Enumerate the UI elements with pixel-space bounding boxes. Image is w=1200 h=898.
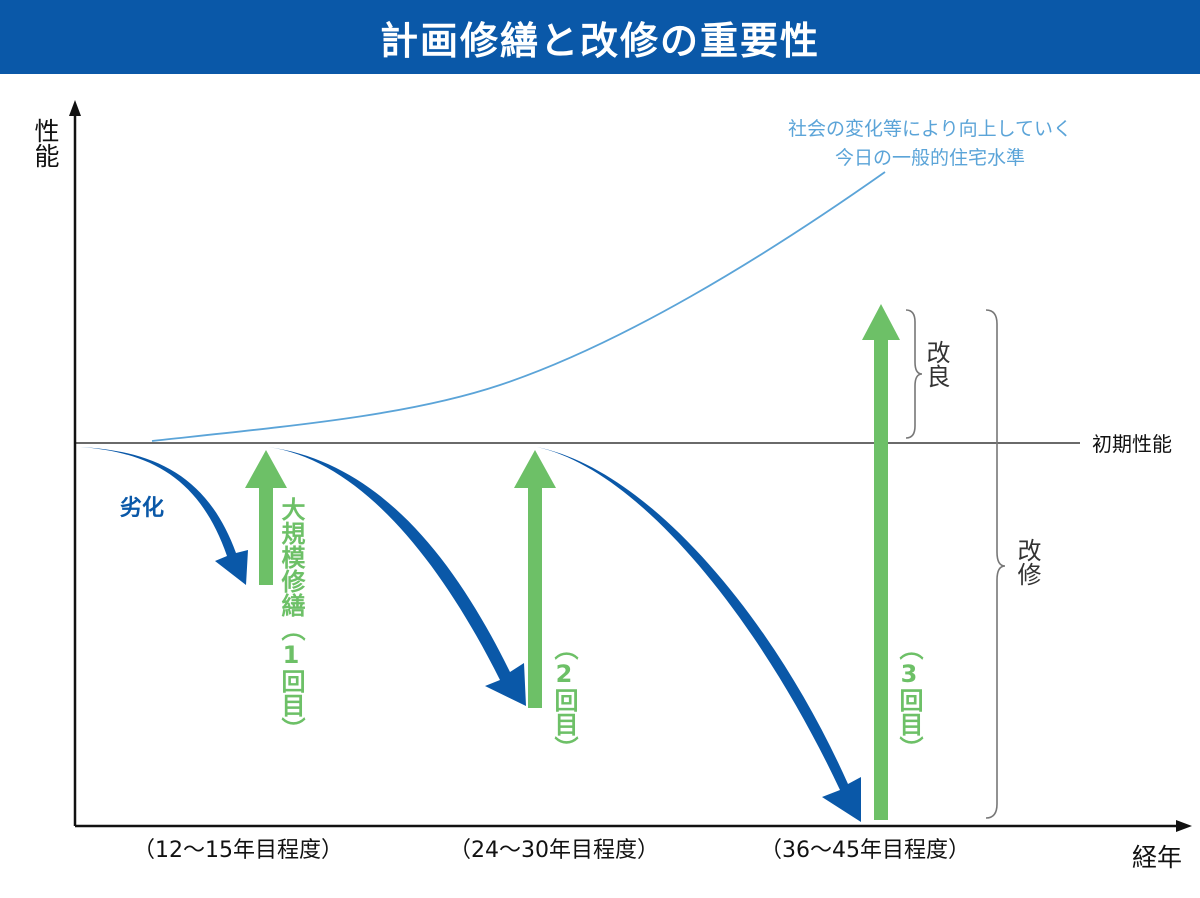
improvement-brace — [905, 309, 923, 439]
degradation-arrow-3 — [537, 447, 861, 822]
x-axis-label: 経年 — [1132, 843, 1183, 872]
repair-label-1: 大規模修繕（1回目） — [277, 497, 305, 741]
x-tick-label-2: （24～30年目程度） — [449, 838, 659, 863]
repair-label-3: （3回目） — [895, 636, 923, 760]
y-axis-label: 性能 — [31, 118, 60, 168]
initial-performance-label: 初期性能 — [1092, 432, 1172, 456]
degradation-label: 劣化 — [120, 496, 165, 521]
repair-arrow-1 — [245, 450, 287, 585]
page-title: 計画修繕と改修の重要性 — [0, 0, 1200, 74]
y-axis-arrowhead — [69, 100, 81, 116]
repair-arrow-2 — [514, 450, 556, 708]
renovation-brace — [985, 309, 1006, 819]
renovation-label: 改修 — [1013, 538, 1041, 586]
society-curve-label-line2: 今日の一般的住宅水準 — [834, 147, 1025, 169]
degradation-arrow-2 — [268, 447, 526, 706]
x-tick-label-1: （12～15年目程度） — [133, 838, 343, 863]
x-tick-label-3: （36～45年目程度） — [760, 838, 970, 863]
improvement-label: 改良 — [922, 340, 950, 388]
degradation-arrow-1 — [80, 447, 248, 585]
society-curve-label: 社会の変化等により向上していく 今日の一般的住宅水準 — [760, 115, 1100, 173]
society-curve-label-line1: 社会の変化等により向上していく — [787, 118, 1073, 140]
repair-arrow-3 — [862, 304, 900, 820]
society-standard-curve — [151, 171, 886, 442]
repair-label-2: （2回目） — [550, 636, 578, 760]
x-axis-arrowhead — [1176, 820, 1192, 832]
